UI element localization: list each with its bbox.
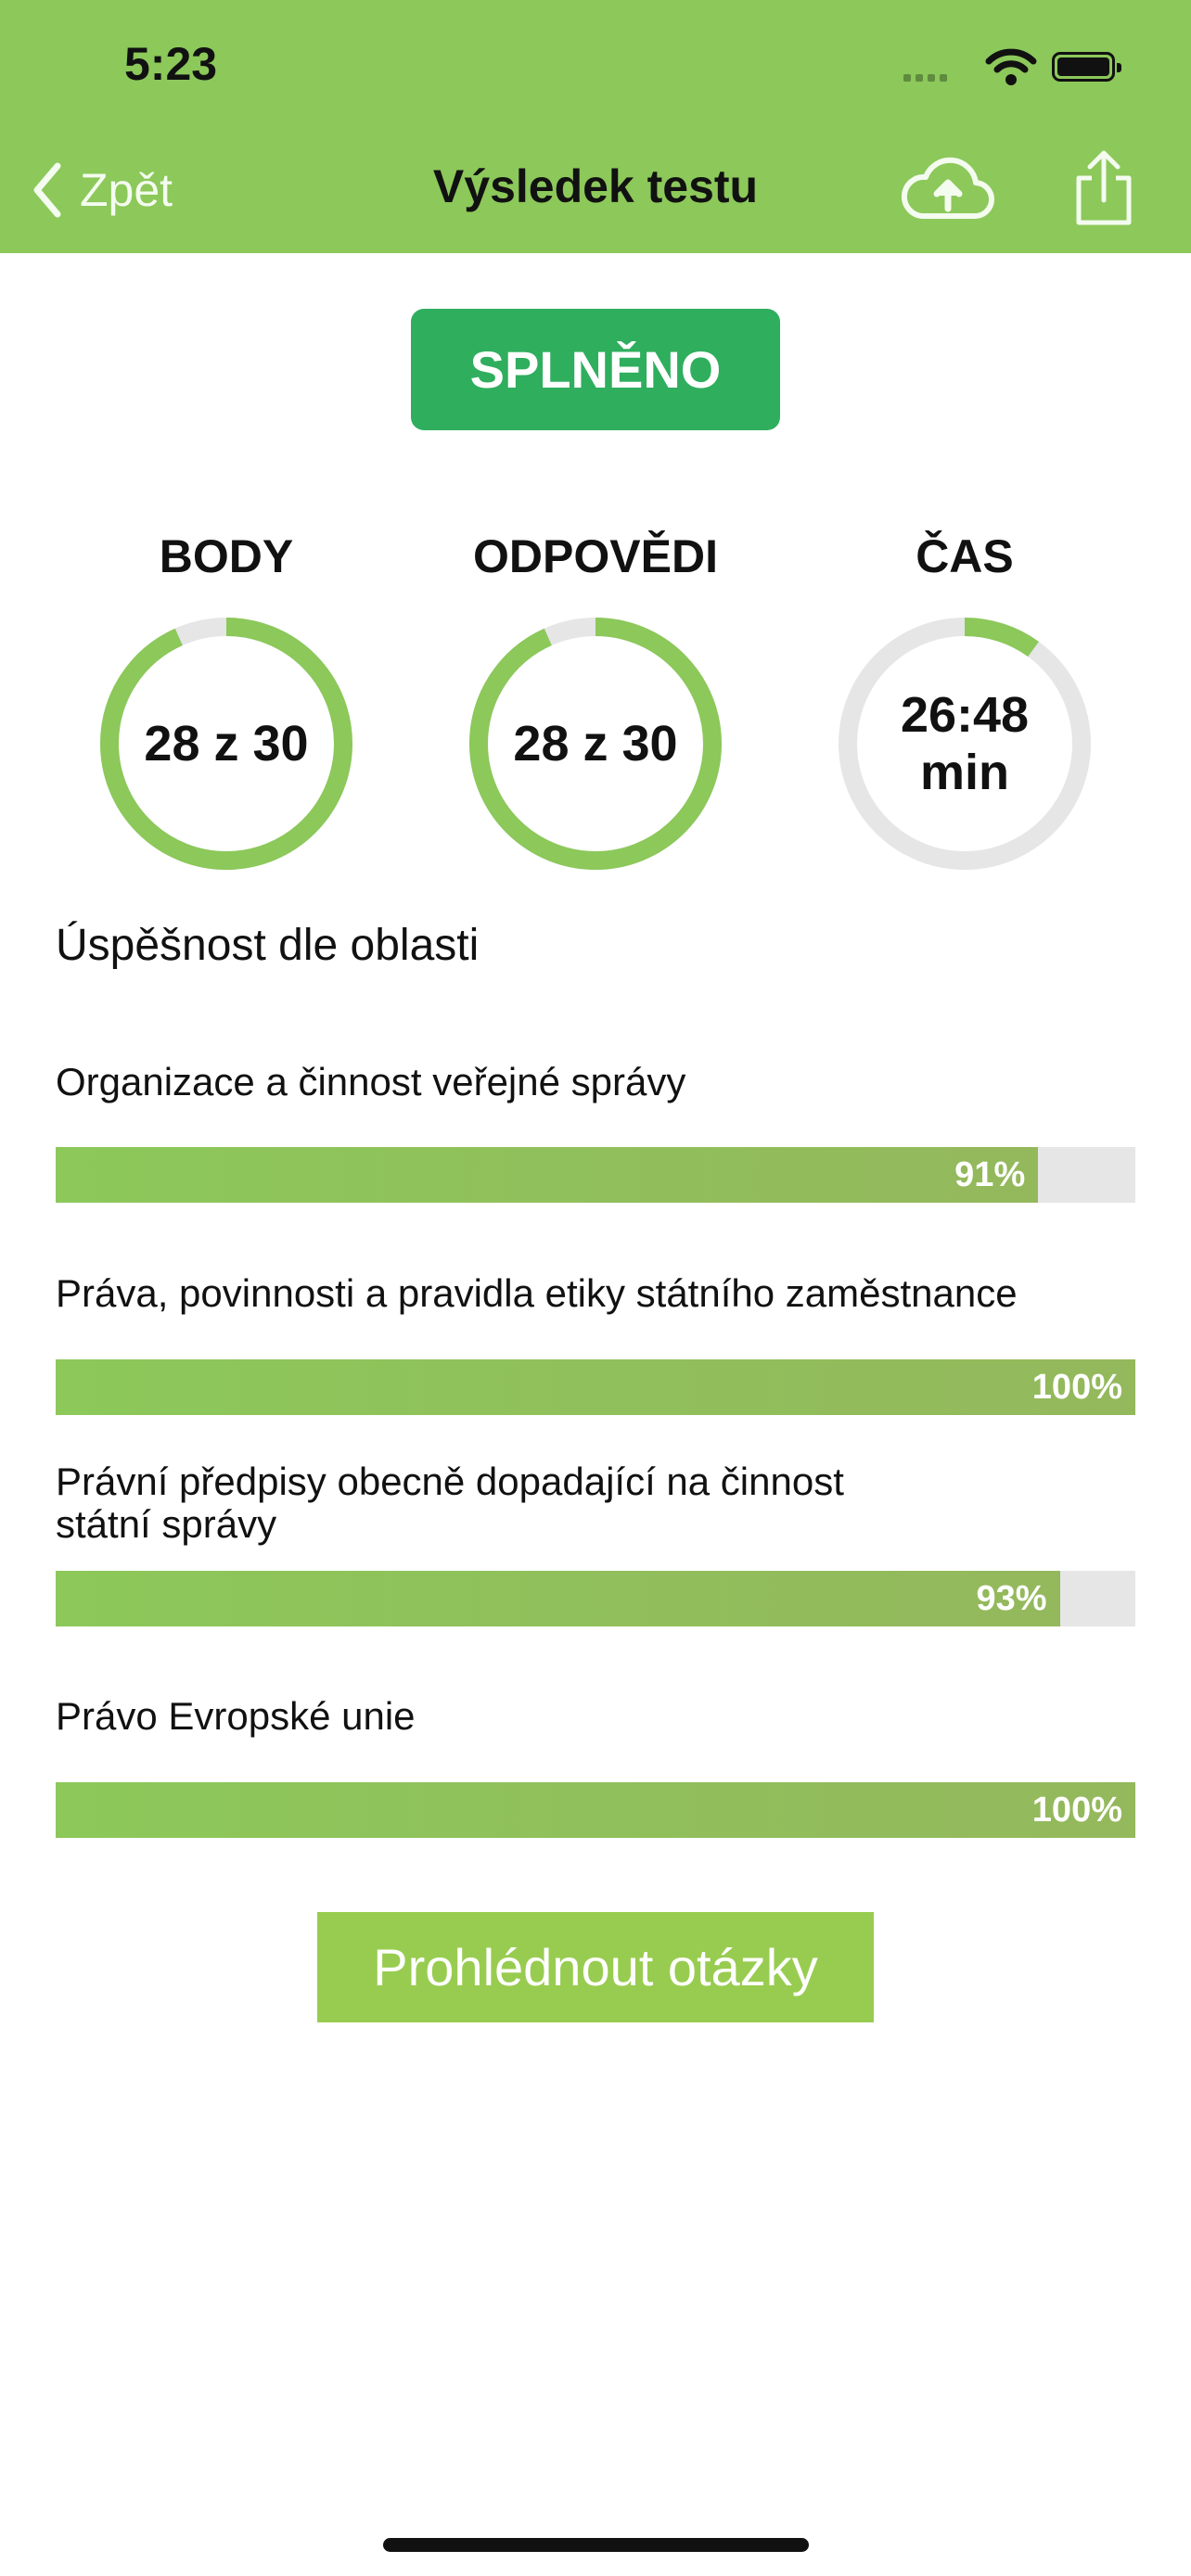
review-questions-button[interactable]: Prohlédnout otázky <box>317 1912 874 2022</box>
stat-answers-label: ODPOVĚDI <box>473 530 718 582</box>
share-button[interactable] <box>1071 148 1136 232</box>
answers-ring: 28 z 30 <box>466 614 725 874</box>
cloud-upload-icon <box>901 157 995 220</box>
wifi-icon <box>985 48 1037 85</box>
stat-points-label: BODY <box>159 530 294 582</box>
progress-bar: 91% <box>56 1147 1135 1203</box>
stat-points: BODY 28 z 30 <box>96 524 356 874</box>
stat-time: ČAS 26:48 min <box>835 524 1095 874</box>
stat-time-unit: min <box>919 745 1009 800</box>
battery-icon <box>1052 52 1121 82</box>
progress-fill: 100% <box>56 1359 1135 1415</box>
points-ring: 28 z 30 <box>96 614 356 874</box>
progress-bar: 100% <box>56 1359 1135 1415</box>
progress-percent: 93% <box>976 1579 1047 1618</box>
status-icons <box>903 48 1121 89</box>
area-label-line1: Právní předpisy obecně dopadající na čin… <box>56 1460 844 1503</box>
progress-percent: 91% <box>954 1155 1026 1194</box>
area-item: Organizace a činnost veřejné správy 91% <box>56 1059 1135 1203</box>
progress-fill: 93% <box>56 1571 1060 1626</box>
status-time: 5:23 <box>124 38 218 90</box>
share-icon <box>1076 150 1132 225</box>
area-item: Právo Evropské unie 100% <box>56 1693 1135 1838</box>
progress-fill: 100% <box>56 1782 1135 1838</box>
areas-title: Úspěšnost dle oblasti <box>56 921 480 970</box>
chevron-left-icon <box>33 162 61 218</box>
progress-percent: 100% <box>1031 1791 1122 1830</box>
progress-fill: 91% <box>56 1147 1039 1203</box>
result-badge: SPLNĚNO <box>411 309 780 430</box>
navigation-bar: 5:23 Zpět Výsledek testu <box>0 0 1191 253</box>
upload-button[interactable] <box>901 153 995 227</box>
time-ring: 26:48 min <box>835 614 1095 874</box>
progress-percent: 100% <box>1031 1368 1122 1407</box>
progress-bar: 100% <box>56 1782 1135 1838</box>
home-indicator <box>383 2538 809 2552</box>
area-label: Právo Evropské unie <box>56 1694 416 1738</box>
back-label: Zpět <box>80 164 173 216</box>
stat-answers: ODPOVĚDI 28 z 30 <box>466 524 725 874</box>
area-item: Právní předpisy obecně dopadající na čin… <box>56 1459 1135 1626</box>
stat-points-value: 28 z 30 <box>144 715 309 772</box>
stat-answers-value: 28 z 30 <box>513 715 678 772</box>
stat-time-label: ČAS <box>916 530 1014 582</box>
stat-time-minutes: 26:48 <box>900 686 1030 743</box>
stat-time-value: 26:48 min <box>835 614 1095 874</box>
progress-bar: 93% <box>56 1571 1135 1626</box>
page-title: Výsledek testu <box>432 160 759 212</box>
area-label: Práva, povinnosti a pravidla etiky státn… <box>56 1271 1018 1315</box>
back-button[interactable]: Zpět <box>33 158 173 223</box>
area-label-line2: státní správy <box>56 1502 277 1546</box>
area-item: Práva, povinnosti a pravidla etiky státn… <box>56 1270 1135 1415</box>
area-label: Organizace a činnost veřejné správy <box>56 1060 686 1103</box>
